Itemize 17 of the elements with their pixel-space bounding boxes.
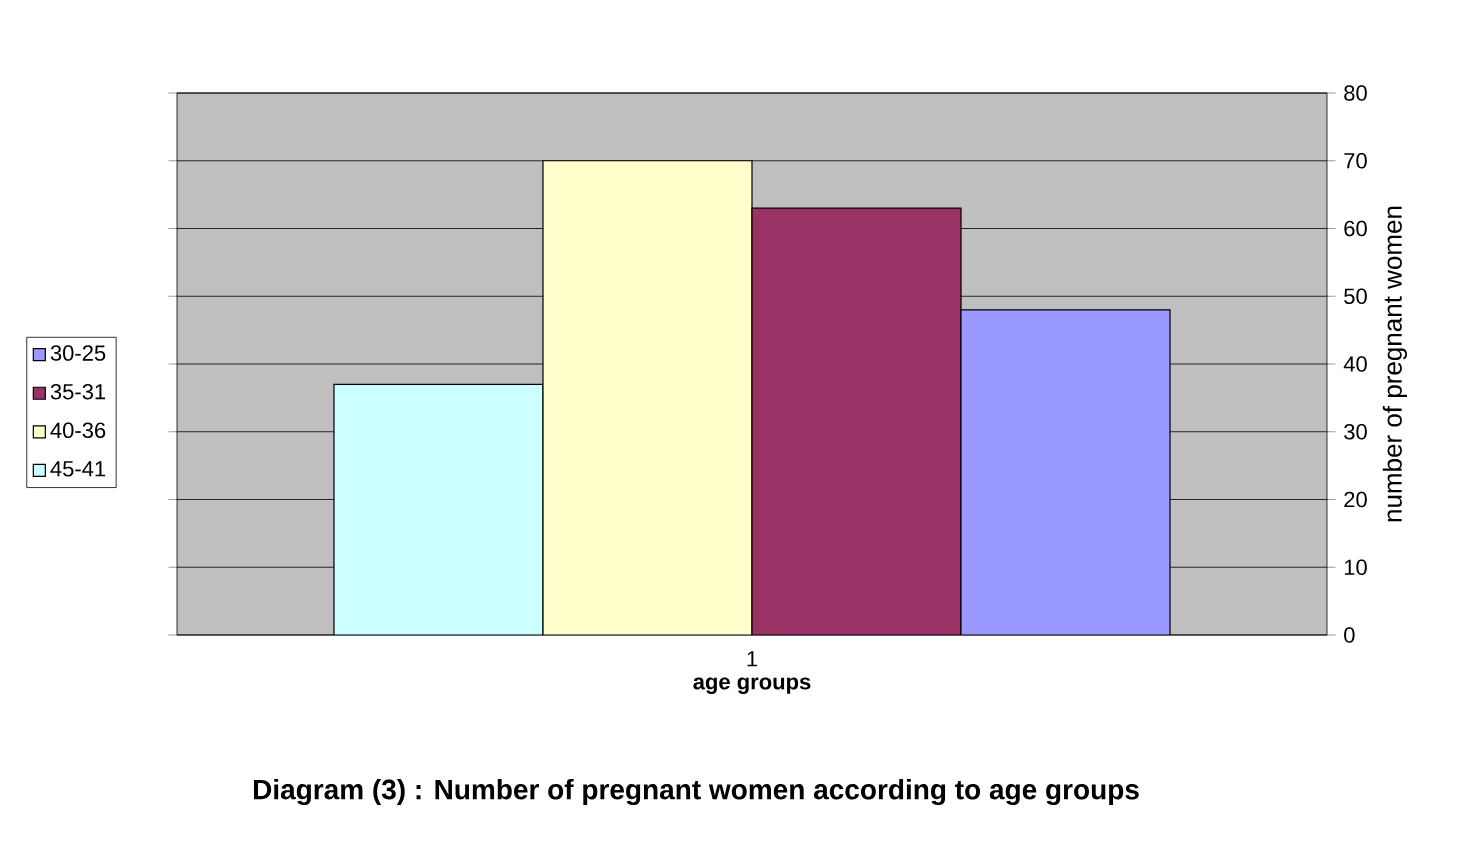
y-tick-label: 30	[1344, 423, 1367, 440]
x-tick-label: 1	[747, 651, 758, 667]
legend-label: 40-36	[50, 422, 106, 439]
legend-label: 30-25	[50, 345, 106, 361]
y-tick-label: 80	[1344, 85, 1367, 101]
text: Diagram (3) : Number of pregnant women according to age groups	[253, 778, 1139, 806]
y-tick-label: 0	[1344, 627, 1355, 643]
y-tick-label: 40	[1343, 356, 1367, 372]
y-tick-label: 70	[1344, 152, 1367, 169]
y-tick-label: 60	[1344, 220, 1367, 237]
y-tick-label: 10	[1344, 559, 1367, 576]
y-tick-label: 20	[1344, 491, 1367, 508]
legend-label: 35-31	[50, 383, 106, 400]
legend-label: 45-41	[50, 461, 106, 477]
y-axis-title: number of pregnant women	[1382, 206, 1408, 522]
y-tick-label: 50	[1344, 288, 1367, 305]
x-axis-title: age groups	[693, 677, 811, 694]
